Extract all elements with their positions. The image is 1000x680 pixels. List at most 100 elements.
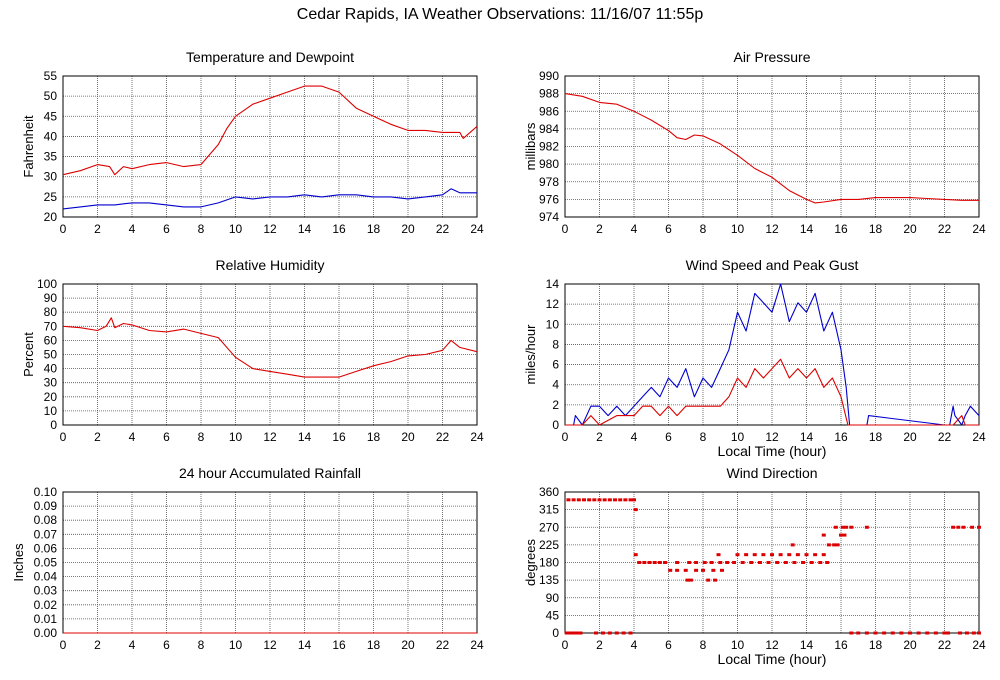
data-point (663, 561, 668, 564)
data-point (607, 631, 612, 635)
y-tick-label: 30 (44, 170, 58, 184)
data-point (977, 631, 981, 635)
x-tick-label: 10 (229, 430, 243, 444)
data-point (945, 631, 950, 635)
x-tick-label: 20 (903, 638, 917, 652)
x-tick-label: 4 (631, 222, 638, 236)
data-point (809, 561, 814, 564)
y-tick-label: 90 (44, 291, 58, 305)
chart-title: Wind Speed and Peak Gust (686, 257, 859, 273)
y-axis-label: degrees (523, 539, 538, 586)
data-point (840, 525, 845, 529)
y-tick-label: 10 (546, 317, 560, 331)
x-tick-label: 0 (60, 430, 67, 444)
data-point (775, 561, 780, 564)
x-tick-label: 24 (972, 430, 986, 444)
x-tick-label: 22 (938, 430, 952, 444)
data-point (618, 498, 623, 502)
data-point (801, 561, 806, 564)
x-tick-label: 24 (470, 638, 484, 652)
x-tick-label: 8 (700, 638, 707, 652)
data-point (749, 561, 754, 564)
x-tick-label: 0 (60, 222, 67, 236)
y-tick-label: 225 (539, 538, 559, 552)
x-tick-label: 8 (700, 222, 707, 236)
x-tick-label: 20 (401, 222, 415, 236)
data-point (575, 631, 580, 635)
x-tick-label: 18 (869, 222, 883, 236)
y-tick-label: 4 (552, 378, 559, 392)
y-tick-label: 0.03 (34, 584, 58, 598)
data-point (587, 498, 592, 502)
x-tick-label: 18 (869, 430, 883, 444)
data-point (821, 553, 826, 557)
data-point (735, 553, 740, 557)
data-point (761, 553, 766, 557)
data-point (633, 553, 638, 557)
y-tick-label: 8 (552, 337, 559, 351)
data-point (964, 631, 969, 635)
chart-rain: 0 2 4 6 8 10 12 14 16 18 20 22 240.000.010.020.030.0… (11, 465, 484, 652)
series-line-2 (62, 188, 477, 210)
x-tick-label: 4 (129, 638, 136, 652)
x-tick-label: 22 (938, 638, 952, 652)
y-tick-label: 90 (546, 591, 560, 605)
data-point (702, 561, 707, 564)
plot-frame (564, 75, 980, 218)
x-tick-label: 12 (263, 638, 277, 652)
chart-press: 0 2 4 6 8 10 12 14 16 18 20 22 249749769789809829849… (523, 49, 986, 236)
y-tick-label: 0.00 (34, 626, 58, 640)
data-point (971, 631, 976, 635)
x-tick-label: 16 (834, 430, 848, 444)
data-point (647, 561, 652, 564)
y-tick-label: 180 (539, 556, 559, 570)
x-tick-label: 16 (332, 638, 346, 652)
x-tick-label: 12 (263, 430, 277, 444)
data-point (839, 533, 843, 537)
data-point (706, 578, 711, 582)
data-point (687, 561, 692, 564)
series-line-1 (565, 283, 980, 426)
x-tick-label: 10 (229, 222, 243, 236)
data-point (864, 525, 869, 529)
data-point (613, 498, 618, 502)
data-point (849, 525, 854, 529)
y-tick-label: 14 (546, 277, 560, 291)
y-tick-label: 6 (552, 358, 559, 372)
data-point (576, 498, 581, 502)
x-tick-label: 0 (562, 222, 569, 236)
data-point (719, 568, 724, 572)
x-tick-label: 10 (731, 638, 745, 652)
x-tick-label: 18 (367, 222, 381, 236)
y-tick-label: 40 (44, 129, 58, 143)
y-tick-label: 270 (539, 520, 559, 534)
plot-frame (62, 75, 478, 218)
data-point (933, 631, 938, 635)
data-point (694, 561, 699, 564)
data-point (623, 498, 628, 502)
data-point (633, 508, 638, 512)
data-point (568, 631, 573, 635)
series-line-1 (62, 85, 478, 176)
y-tick-label: 0.10 (34, 485, 58, 499)
data-point (856, 631, 861, 635)
data-point (675, 568, 680, 572)
x-tick-label: 8 (198, 638, 205, 652)
y-tick-label: 60 (44, 333, 58, 347)
x-tick-label: 12 (765, 222, 779, 236)
x-tick-label: 6 (163, 222, 170, 236)
y-tick-label: 100 (37, 277, 57, 291)
data-point (566, 498, 571, 502)
y-tick-label: 978 (539, 175, 559, 189)
data-point (899, 631, 904, 635)
data-point (694, 568, 699, 572)
x-tick-label: 16 (834, 638, 848, 652)
data-point (908, 631, 912, 635)
x-tick-label: 2 (596, 638, 603, 652)
x-tick-label: 20 (903, 222, 917, 236)
data-point (916, 631, 921, 635)
data-point (621, 631, 626, 635)
data-point (770, 553, 774, 557)
data-point (825, 561, 830, 564)
